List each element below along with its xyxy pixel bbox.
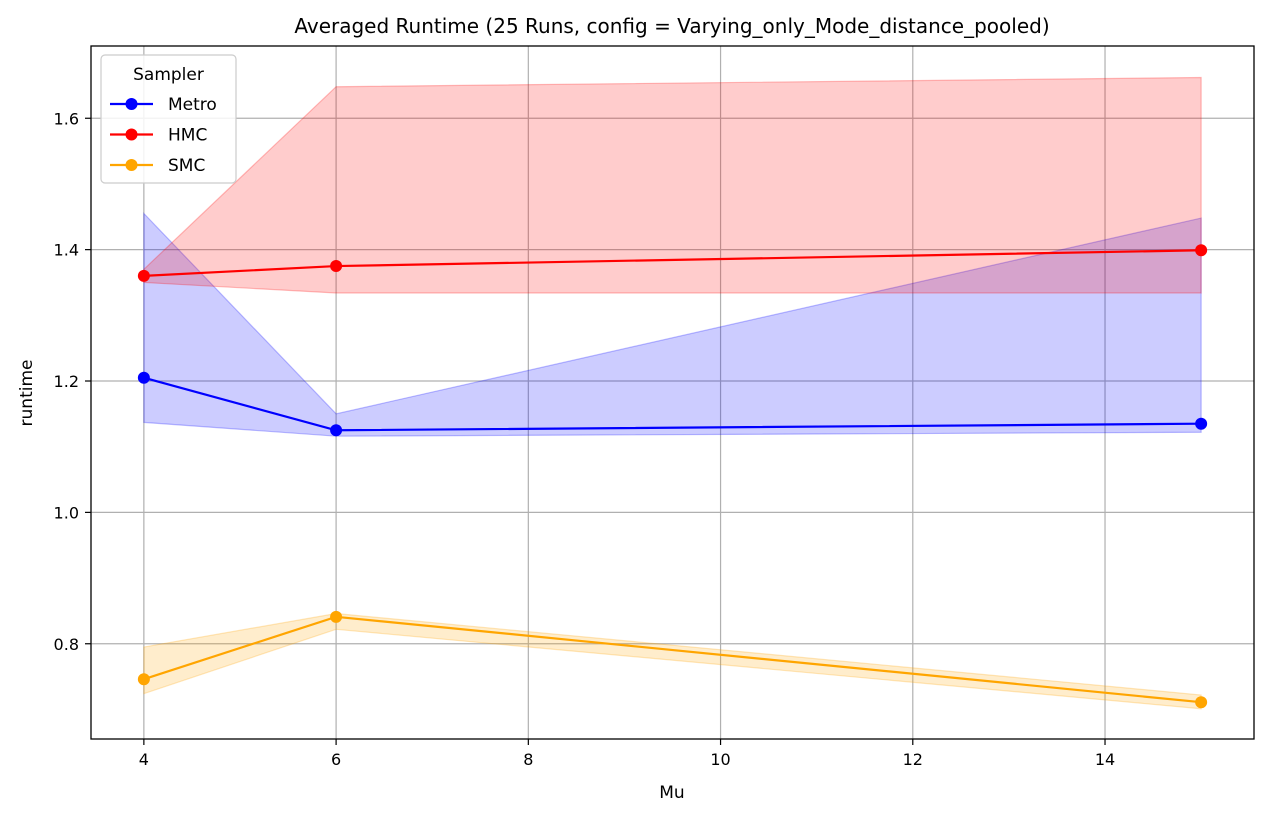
x-tick-label: 4: [139, 750, 149, 769]
band-hmc: [143, 76, 1202, 294]
legend: Sampler Metro HMC SMC: [100, 54, 237, 184]
x-axis-label: Mu: [659, 783, 684, 803]
y-tick-label: 1.2: [54, 372, 79, 391]
axes-frame: [90, 45, 1255, 740]
legend-label-hmc: HMC: [168, 126, 207, 146]
point-smc: [1195, 696, 1208, 709]
point-metro: [137, 371, 150, 384]
legend-swatch-marker: [125, 159, 138, 171]
y-tick-label: 1.0: [54, 503, 79, 522]
x-tick-label: 12: [903, 750, 923, 769]
y-tick-label: 0.8: [54, 635, 79, 654]
x-tick-label: 8: [523, 750, 533, 769]
point-smc: [137, 673, 150, 686]
plot-area: 4 6 8 10 12 14 0.8 1.0 1.2 1.4 1.6: [54, 45, 1255, 769]
band-metro: [143, 212, 1202, 437]
point-hmc: [137, 269, 150, 282]
x-tick-label: 6: [331, 750, 341, 769]
point-metro: [330, 424, 343, 437]
legend-label-smc: SMC: [168, 156, 205, 176]
point-hmc: [1195, 244, 1208, 257]
legend-swatch-marker: [125, 98, 138, 110]
point-hmc: [330, 260, 343, 273]
x-tick-label: 14: [1095, 750, 1115, 769]
x-tick-label: 10: [710, 750, 730, 769]
legend-label-metro: Metro: [168, 95, 217, 115]
point-metro: [1195, 417, 1208, 430]
point-smc: [330, 610, 343, 623]
legend-box: [100, 54, 237, 184]
legend-title: Sampler: [133, 65, 204, 85]
legend-swatch-marker: [125, 128, 138, 141]
y-tick-label: 1.4: [54, 241, 79, 260]
y-axis-label: runtime: [17, 360, 37, 427]
chart-title: Averaged Runtime (25 Runs, config = Vary…: [294, 14, 1049, 38]
y-tick-label: 1.6: [54, 109, 79, 128]
